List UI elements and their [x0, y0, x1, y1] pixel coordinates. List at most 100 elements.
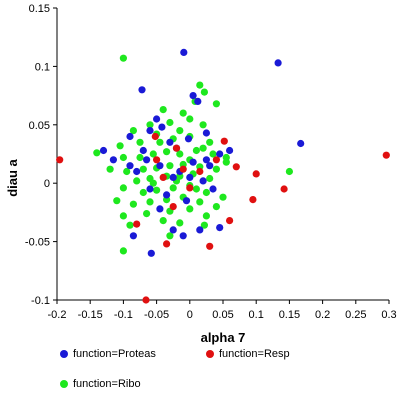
- point-resp: [179, 165, 187, 173]
- point-ribo: [149, 150, 157, 158]
- point-resp: [226, 217, 234, 225]
- x-tick-label: 0: [187, 309, 193, 321]
- point-resp: [151, 132, 159, 141]
- point-proteas: [199, 177, 207, 185]
- y-tick-label: 0.05: [29, 120, 50, 132]
- point-proteas: [126, 132, 134, 141]
- point-proteas: [169, 226, 177, 234]
- point-proteas: [126, 162, 134, 170]
- point-ribo: [192, 185, 200, 193]
- point-ribo: [126, 221, 134, 229]
- point-resp: [252, 170, 260, 178]
- point-ribo: [136, 153, 144, 162]
- y-tick-label: 0.1: [35, 61, 50, 73]
- point-ribo: [202, 212, 210, 220]
- x-axis-title: alpha 7: [201, 330, 246, 345]
- x-tick-label: -0.05: [144, 309, 169, 321]
- point-ribo: [212, 203, 220, 211]
- x-tick-label: 0.15: [279, 309, 300, 321]
- point-ribo: [129, 127, 137, 135]
- point-proteas: [138, 86, 146, 94]
- point-proteas: [202, 129, 210, 137]
- point-proteas: [226, 146, 234, 155]
- point-ribo: [212, 165, 220, 173]
- x-tick-label: -0.15: [78, 309, 103, 321]
- point-ribo: [119, 184, 127, 192]
- point-resp: [382, 151, 390, 159]
- point-resp: [159, 173, 167, 181]
- point-ribo: [176, 150, 184, 158]
- point-proteas: [166, 138, 174, 146]
- point-ribo: [119, 153, 127, 162]
- point-ribo: [116, 142, 124, 150]
- point-resp: [186, 184, 194, 192]
- point-proteas: [274, 59, 282, 67]
- point-proteas: [186, 173, 194, 181]
- point-ribo: [206, 174, 214, 183]
- point-proteas: [156, 205, 164, 213]
- point-ribo: [222, 158, 230, 166]
- point-ribo: [166, 232, 174, 240]
- point-ribo: [192, 146, 200, 155]
- point-ribo: [209, 150, 217, 158]
- point-ribo: [119, 247, 127, 255]
- point-proteas: [153, 115, 161, 123]
- y-tick-label: 0: [44, 178, 50, 190]
- point-proteas: [158, 123, 166, 131]
- point-ribo: [146, 198, 154, 206]
- point-ribo: [206, 138, 214, 146]
- point-proteas: [194, 97, 202, 105]
- point-proteas: [133, 167, 141, 176]
- point-ribo: [153, 186, 161, 194]
- point-resp: [280, 185, 288, 193]
- point-proteas: [99, 146, 108, 155]
- point-ribo: [106, 165, 114, 173]
- point-ribo: [156, 138, 164, 146]
- legend: function=Proteas function=Resp function=…: [56, 346, 386, 396]
- point-resp: [56, 156, 64, 164]
- point-proteas: [139, 146, 147, 155]
- x-tick-label: 0.1: [249, 309, 264, 321]
- point-ribo: [139, 165, 147, 173]
- point-proteas: [189, 158, 197, 166]
- point-ribo: [143, 210, 151, 218]
- point-ribo: [129, 200, 137, 208]
- point-ribo: [212, 100, 220, 108]
- point-ribo: [136, 138, 144, 146]
- legend-marker-ribo: [60, 380, 68, 388]
- point-proteas: [179, 232, 187, 240]
- point-ribo: [219, 193, 227, 201]
- point-ribo: [196, 198, 204, 206]
- point-proteas: [189, 92, 197, 100]
- point-ribo: [179, 109, 187, 117]
- legend-item-resp: function=Resp: [206, 348, 290, 360]
- point-ribo: [159, 217, 167, 225]
- point-ribo: [186, 205, 194, 213]
- point-resp: [153, 156, 161, 164]
- point-ribo: [169, 184, 177, 192]
- x-tick-label: 0.05: [212, 309, 233, 321]
- point-ribo: [200, 88, 208, 96]
- point-resp: [220, 137, 228, 145]
- point-proteas: [182, 197, 191, 205]
- point-ribo: [176, 127, 184, 135]
- point-proteas: [143, 156, 151, 164]
- point-resp: [172, 144, 181, 152]
- point-ribo: [123, 167, 131, 176]
- point-proteas: [206, 162, 214, 170]
- point-proteas: [202, 156, 210, 164]
- point-resp: [249, 196, 257, 204]
- x-tick-label: 0.3: [381, 309, 396, 321]
- point-ribo: [163, 148, 171, 156]
- point-ribo: [166, 162, 174, 170]
- point-ribo: [199, 144, 207, 152]
- point-proteas: [146, 185, 154, 193]
- point-proteas: [163, 191, 171, 199]
- x-tick-label: 0.2: [315, 309, 330, 321]
- point-ribo: [93, 149, 101, 157]
- point-proteas: [169, 173, 177, 181]
- point-proteas: [129, 232, 137, 240]
- point-ribo: [133, 177, 141, 185]
- point-resp: [142, 296, 150, 304]
